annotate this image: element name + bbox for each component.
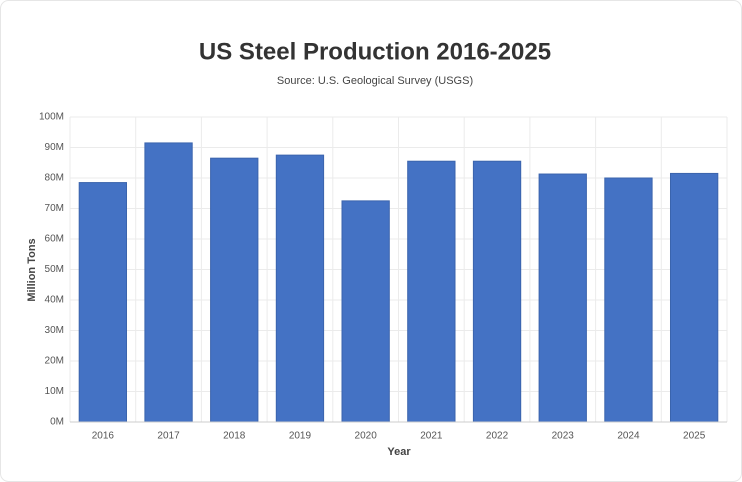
x-tick-label: 2022 bbox=[486, 431, 509, 442]
chart-subtitle: Source: U.S. Geological Survey (USGS) bbox=[277, 75, 473, 87]
y-tick-label: 50M bbox=[45, 264, 64, 275]
bar bbox=[604, 177, 653, 423]
y-tick-label: 0M bbox=[50, 417, 64, 428]
x-tick-label: 2018 bbox=[223, 431, 246, 442]
y-tick-label: 80M bbox=[45, 173, 64, 184]
bar bbox=[407, 160, 456, 423]
y-tick-label: 90M bbox=[45, 142, 64, 153]
y-tick-label: 40M bbox=[45, 295, 64, 306]
bar bbox=[275, 154, 325, 423]
bar bbox=[341, 200, 390, 423]
x-tick-label: 2025 bbox=[683, 431, 706, 442]
bar bbox=[669, 172, 719, 423]
x-tick-label: 2020 bbox=[355, 431, 378, 442]
bar bbox=[210, 157, 259, 423]
y-axis-title: Million Tons bbox=[26, 238, 38, 301]
y-tick-label: 100M bbox=[39, 112, 64, 123]
bar bbox=[472, 160, 522, 423]
bar bbox=[78, 182, 128, 423]
x-tick-label: 2016 bbox=[92, 431, 115, 442]
x-tick-label: 2017 bbox=[157, 431, 180, 442]
y-tick-label: 30M bbox=[45, 325, 64, 336]
x-tick-label: 2024 bbox=[617, 431, 640, 442]
y-tick-label: 60M bbox=[45, 234, 64, 245]
chart-title: US Steel Production 2016-2025 bbox=[199, 38, 551, 65]
bar bbox=[538, 173, 587, 423]
x-axis-title: Year bbox=[387, 446, 411, 458]
x-tick-label: 2019 bbox=[289, 431, 312, 442]
y-tick-label: 20M bbox=[45, 356, 64, 367]
bar bbox=[144, 142, 193, 423]
y-tick-label: 10M bbox=[45, 386, 64, 397]
x-tick-label: 2023 bbox=[552, 431, 575, 442]
y-tick-label: 70M bbox=[45, 203, 64, 214]
x-tick-label: 2021 bbox=[420, 431, 443, 442]
